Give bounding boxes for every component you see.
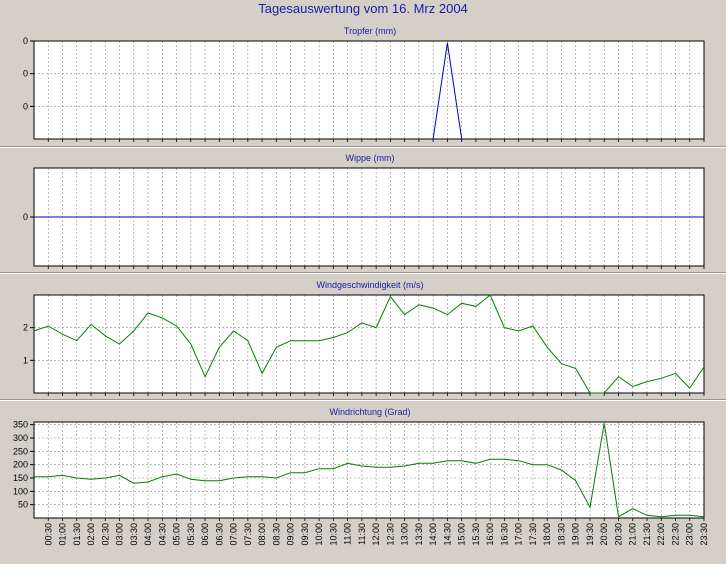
x-tick-label: 04:00 <box>143 523 153 546</box>
chart-title-tropfer: Tropfer (mm) <box>344 26 396 36</box>
x-tick-label: 08:00 <box>257 523 267 546</box>
x-tick-label: 07:00 <box>229 523 239 546</box>
x-tick-label: 21:00 <box>628 523 638 546</box>
x-tick-label: 20:00 <box>599 523 609 546</box>
x-tick-label: 09:00 <box>286 523 296 546</box>
y-tick-label: 350 <box>13 420 28 430</box>
plot-background <box>34 295 704 393</box>
chart-title-windgeschwindigkeit: Windgeschwindigkeit (m/s) <box>316 280 423 290</box>
y-tick-label: 150 <box>13 473 28 483</box>
y-tick-label: 50 <box>18 500 28 510</box>
x-axis-tick-labels: 00:30 01:00 01:30 02:00 02:30 03:00 03:30 04:00… <box>43 523 709 546</box>
x-tick-label: 07:30 <box>243 523 253 546</box>
series-line <box>33 294 705 394</box>
x-tick-label: 17:30 <box>528 523 538 546</box>
x-tick-label: 21:30 <box>642 523 652 546</box>
plot-background <box>34 422 704 518</box>
page-title: Tagesauswertung vom 16. Mrz 2004 <box>258 1 468 16</box>
y-tick-label: 250 <box>13 446 28 456</box>
x-tick-label: 08:30 <box>271 523 281 546</box>
chart-panel-wippe: Wippe (mm) 0 <box>23 153 705 269</box>
plot-area-tropfer: 0 0 0 <box>23 36 705 142</box>
x-tick-label: 11:30 <box>357 523 367 545</box>
x-tick-label: 12:30 <box>385 523 395 546</box>
x-tick-label: 09:30 <box>300 523 310 546</box>
x-tick-label: 22:30 <box>671 523 681 546</box>
panel-divider <box>0 146 726 148</box>
plot-frame <box>33 421 705 519</box>
x-tick-label: 01:00 <box>58 523 68 546</box>
chart-title-wippe: Wippe (mm) <box>346 153 395 163</box>
panel-divider <box>0 272 726 274</box>
y-tick-label: 2 <box>23 323 28 333</box>
x-tick-label: 10:00 <box>314 523 324 546</box>
y-tick-label: 0 <box>23 212 28 222</box>
x-tick-label: 18:00 <box>542 523 552 546</box>
y-tick-label: 300 <box>13 433 28 443</box>
x-tick-label: 06:00 <box>200 523 210 546</box>
plot-frame <box>33 40 705 140</box>
x-tick-label: 03:00 <box>115 523 125 546</box>
series-line <box>432 42 463 140</box>
x-tick-label: 10:30 <box>328 523 338 546</box>
x-tick-label: 23:30 <box>699 523 709 546</box>
y-tick-label: 0 <box>23 36 28 46</box>
x-tick-label: 01:30 <box>72 523 82 546</box>
chart-panel-windrichtung: Windrichtung (Grad) 50 100 150 200 250 300 350… <box>13 407 709 546</box>
panel-divider <box>0 399 726 401</box>
x-tick-label: 13:00 <box>400 523 410 546</box>
x-tick-label: 05:00 <box>172 523 182 546</box>
x-tick-label: 16:30 <box>499 523 509 546</box>
chart-panel-tropfer: Tropfer (mm) 0 0 0 <box>23 26 705 142</box>
x-tick-label: 11:00 <box>343 523 353 545</box>
x-tick-label: 18:30 <box>556 523 566 546</box>
x-tick-label: 02:00 <box>86 523 96 546</box>
x-tick-label: 15:00 <box>457 523 467 546</box>
x-tick-label: 02:30 <box>100 523 110 546</box>
x-tick-label: 19:30 <box>585 523 595 546</box>
x-tick-label: 16:00 <box>485 523 495 546</box>
x-tick-label: 04:30 <box>157 523 167 546</box>
x-tick-label: 00:30 <box>43 523 53 546</box>
chart-panel-windgeschwindigkeit: Windgeschwindigkeit (m/s) 12 <box>23 280 705 396</box>
x-tick-label: 03:30 <box>129 523 139 546</box>
x-tick-label: 13:30 <box>414 523 424 546</box>
plot-background <box>34 41 704 139</box>
y-tick-label: 100 <box>13 486 28 496</box>
plot-frame <box>33 294 705 394</box>
chart-title-windrichtung: Windrichtung (Grad) <box>329 407 410 417</box>
x-tick-label: 06:30 <box>214 523 224 546</box>
x-tick-label: 20:30 <box>614 523 624 546</box>
y-tick-label: 0 <box>23 101 28 111</box>
x-tick-label: 14:00 <box>428 523 438 546</box>
plot-area-windrichtung: 50 100 150 200 250 300 350 <box>13 420 705 521</box>
y-tick-label: 200 <box>13 460 28 470</box>
x-tick-label: 15:30 <box>471 523 481 546</box>
x-tick-label: 12:00 <box>371 523 381 546</box>
y-tick-label: 0 <box>23 69 28 79</box>
plot-area-wippe: 0 <box>23 167 705 269</box>
x-tick-label: 14:30 <box>442 523 452 546</box>
x-tick-label: 19:00 <box>571 523 581 546</box>
y-tick-label: 1 <box>23 355 28 365</box>
x-tick-label: 22:00 <box>656 523 666 546</box>
plot-area-windgeschwindigkeit: 12 <box>23 294 705 396</box>
series-line <box>34 423 705 518</box>
x-tick-label: 05:30 <box>186 523 196 546</box>
x-tick-label: 23:00 <box>685 523 695 546</box>
x-tick-label: 17:00 <box>514 523 524 546</box>
